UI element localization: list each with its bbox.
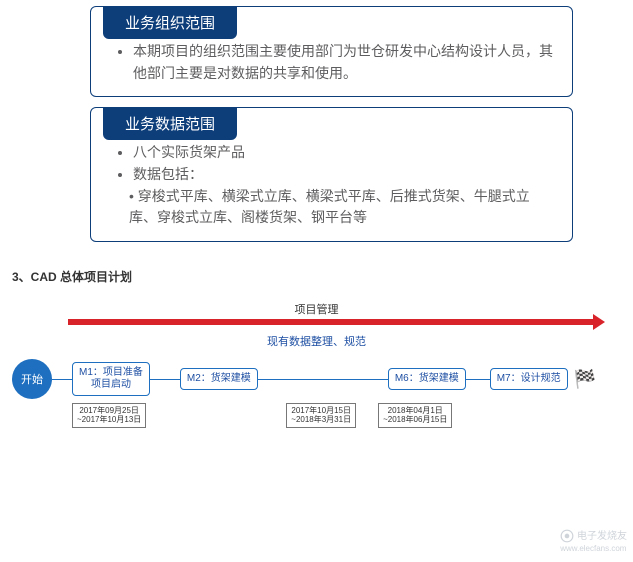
card-title: 业务数据范围 bbox=[103, 107, 237, 140]
timeline-arrow bbox=[68, 319, 595, 325]
connector bbox=[52, 379, 72, 380]
milestone-m2: M2：货架建模 bbox=[180, 368, 258, 390]
date-box-m1: 2017年09月25日 ~2017年10月13日 bbox=[72, 403, 146, 427]
scope-card-data: 业务数据范围 八个实际货架产品 数据包括： • 穿梭式平库、横梁式立库、横梁式平… bbox=[90, 107, 573, 242]
date-box-m6: 2017年10月15日 ~2018年3月31日 bbox=[286, 403, 356, 427]
timeline-mgmt-label: 项目管理 bbox=[8, 301, 625, 317]
milestone-row: 开始 M1：项目准备 项目启动 M2：货架建模 M6：货架建模 M7：设计规范 … bbox=[8, 359, 625, 399]
scope-card-org: 业务组织范围 本期项目的组织范围主要使用部门为世仓研发中心结构设计人员，其他部门… bbox=[90, 6, 573, 97]
timeline-subtext: 现有数据整理、规范 bbox=[8, 333, 625, 349]
list-item: 数据包括： bbox=[133, 164, 554, 186]
watermark-url: www.elecfans.com bbox=[560, 544, 626, 553]
connector bbox=[258, 379, 388, 380]
list-item: 八个实际货架产品 bbox=[133, 142, 554, 164]
logo-icon bbox=[560, 529, 574, 543]
start-node: 开始 bbox=[12, 359, 52, 399]
milestone-m7: M7：设计规范 bbox=[490, 368, 568, 390]
list-item: 本期项目的组织范围主要使用部门为世仓研发中心结构设计人员，其他部门主要是对数据的… bbox=[133, 41, 554, 84]
milestone-m6: M6：货架建模 bbox=[388, 368, 466, 390]
connector bbox=[466, 379, 490, 380]
card-title: 业务组织范围 bbox=[103, 6, 237, 39]
timeline: 项目管理 现有数据整理、规范 开始 M1：项目准备 项目启动 M2：货架建模 M… bbox=[8, 301, 625, 421]
finish-flag-icon: 🏁 bbox=[574, 369, 596, 390]
spacer bbox=[54, 403, 72, 427]
watermark: 电子发烧友 www.elecfans.com bbox=[560, 527, 627, 554]
date-row: 2017年09月25日 ~2017年10月13日 2017年10月15日 ~20… bbox=[8, 403, 625, 427]
watermark-brand: 电子发烧友 bbox=[577, 531, 627, 542]
milestone-m1: M1：项目准备 项目启动 bbox=[72, 362, 150, 396]
card-list: 本期项目的组织范围主要使用部门为世仓研发中心结构设计人员，其他部门主要是对数据的… bbox=[115, 41, 554, 84]
spacer bbox=[356, 403, 378, 427]
section-heading: 3、CAD 总体项目计划 bbox=[12, 268, 633, 285]
spacer bbox=[146, 403, 286, 427]
date-box-m7: 2018年04月1日 ~2018年06月15日 bbox=[378, 403, 452, 427]
list-item: • 穿梭式平库、横梁式立库、横梁式平库、后推式货架、牛腿式立库、穿梭式立库、阁楼… bbox=[129, 186, 554, 229]
card-list: 八个实际货架产品 数据包括： • 穿梭式平库、横梁式立库、横梁式平库、后推式货架… bbox=[115, 142, 554, 229]
connector bbox=[150, 379, 180, 380]
